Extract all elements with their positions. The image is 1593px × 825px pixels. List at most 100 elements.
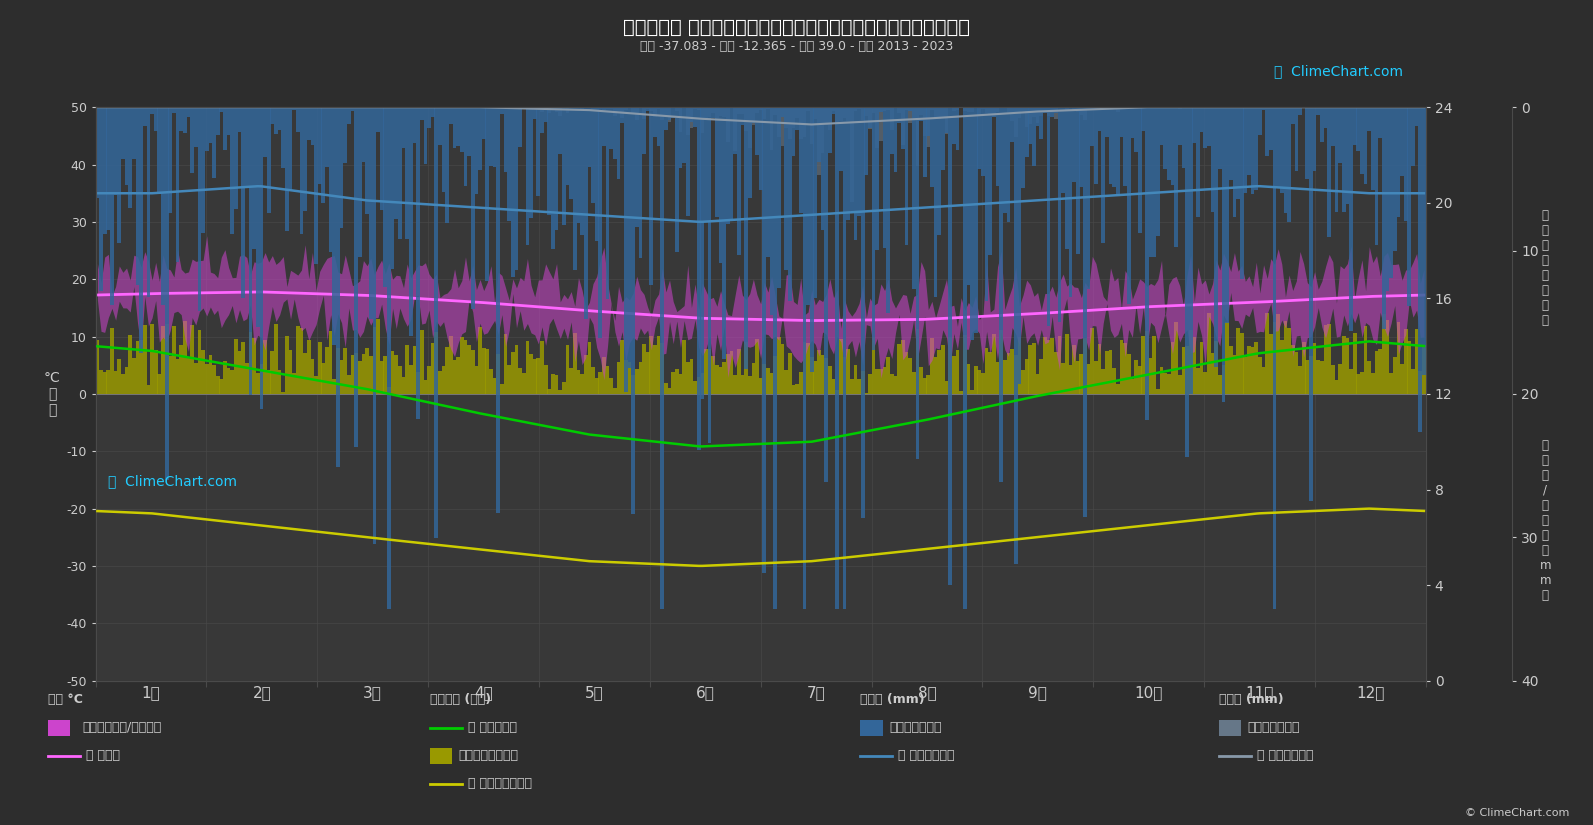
Bar (540, 341, 543, 394)
Bar (303, 352, 307, 394)
Bar (1392, 357, 1397, 394)
Bar (661, 343, 664, 394)
Bar (492, 379, 497, 394)
Bar (231, 107, 234, 233)
Bar (511, 352, 515, 394)
Bar (1072, 345, 1075, 394)
Bar (452, 107, 457, 148)
Bar (395, 355, 398, 394)
Bar (781, 343, 784, 394)
Bar (507, 107, 511, 221)
Bar (894, 376, 897, 394)
Bar (421, 330, 424, 394)
Bar (722, 107, 726, 117)
Bar (766, 107, 769, 109)
Bar (653, 107, 656, 137)
Bar (1287, 328, 1290, 394)
Bar (916, 107, 919, 460)
Bar (1032, 343, 1035, 394)
Bar (1024, 107, 1029, 127)
Bar (624, 360, 628, 394)
Bar (198, 107, 201, 310)
Bar (1091, 107, 1094, 109)
Bar (129, 335, 132, 394)
Bar (1309, 107, 1313, 501)
Bar (636, 107, 639, 120)
Bar (1389, 107, 1392, 278)
Bar (1193, 337, 1196, 394)
Bar (927, 107, 930, 135)
Bar (763, 107, 766, 573)
Bar (339, 360, 344, 394)
Bar (543, 365, 548, 394)
Bar (1352, 332, 1357, 394)
Bar (1203, 107, 1207, 148)
Bar (566, 107, 569, 185)
Bar (1086, 107, 1091, 109)
Bar (1032, 107, 1035, 166)
Bar (876, 370, 879, 394)
Bar (967, 107, 970, 112)
Bar (503, 107, 508, 108)
Bar (486, 107, 489, 281)
Bar (180, 107, 183, 130)
Bar (249, 107, 252, 394)
Bar (1163, 107, 1168, 169)
Bar (809, 107, 814, 144)
Bar (1010, 107, 1015, 121)
Bar (1157, 389, 1160, 394)
Bar (577, 370, 580, 394)
Bar (537, 107, 540, 196)
Bar (1305, 360, 1309, 394)
Bar (201, 107, 205, 233)
Bar (523, 373, 526, 394)
Bar (588, 107, 591, 108)
Bar (376, 107, 379, 132)
Bar (661, 107, 664, 609)
Bar (365, 348, 370, 394)
Bar (905, 107, 908, 110)
Bar (1106, 351, 1109, 394)
Bar (970, 389, 973, 394)
Bar (1207, 107, 1211, 146)
Bar (631, 375, 636, 394)
Bar (999, 107, 1004, 482)
Bar (1055, 107, 1058, 120)
Bar (515, 107, 518, 271)
Bar (1305, 107, 1309, 179)
Bar (970, 107, 973, 112)
Bar (795, 384, 800, 394)
Bar (370, 107, 373, 319)
Bar (124, 367, 129, 394)
Bar (1295, 351, 1298, 394)
Bar (1193, 107, 1196, 143)
Bar (675, 107, 679, 252)
Bar (962, 107, 967, 111)
Bar (758, 107, 763, 191)
Bar (548, 107, 551, 113)
Bar (591, 107, 594, 110)
Bar (543, 107, 548, 122)
Bar (927, 375, 930, 394)
Text: 降
水
量
/
降
雪
量
（
m
m
）: 降 水 量 / 降 雪 量 （ m m ） (1539, 439, 1552, 601)
Bar (865, 107, 868, 175)
Bar (155, 350, 158, 394)
Bar (956, 107, 959, 150)
Bar (387, 107, 390, 609)
Bar (296, 326, 299, 394)
Bar (118, 359, 121, 394)
Bar (733, 107, 738, 151)
Bar (489, 107, 492, 108)
Bar (150, 324, 155, 394)
Bar (996, 107, 999, 112)
Bar (1372, 373, 1375, 394)
Bar (953, 356, 956, 394)
Bar (890, 374, 894, 394)
Bar (118, 107, 121, 243)
Bar (155, 107, 158, 131)
Bar (234, 107, 237, 210)
Bar (307, 340, 311, 394)
Bar (314, 107, 319, 264)
Bar (1120, 340, 1123, 394)
Bar (481, 347, 486, 394)
